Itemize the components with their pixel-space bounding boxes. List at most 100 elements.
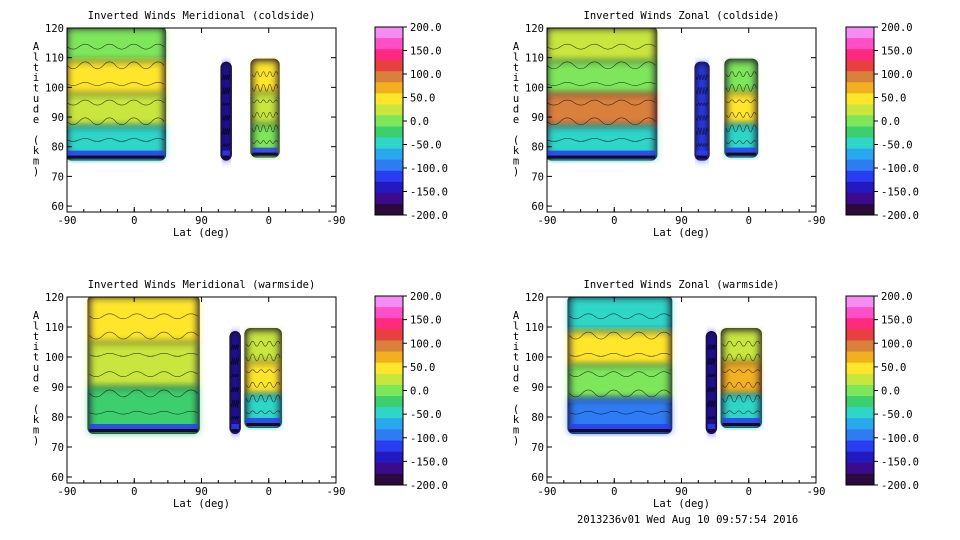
x-tick-label: 0 [131, 486, 137, 498]
contour-line [547, 61, 656, 70]
y-tick-label: 80 [531, 142, 544, 154]
y-tick-label: 100 [525, 82, 544, 94]
data-layer [87, 297, 282, 434]
y-tick-label: 90 [51, 112, 64, 124]
x-axis-label: Lat (deg) [173, 227, 230, 239]
colorbar-tick-label: -100.0 [410, 433, 448, 445]
contour-line [67, 82, 165, 86]
colorbar-tick-label: 100.0 [881, 338, 913, 350]
y-tick-label: 70 [51, 171, 64, 183]
colorbar-swatch [846, 351, 874, 364]
chart-title: Inverted Winds Meridional (coldside) [88, 10, 316, 22]
contour-line [722, 353, 761, 362]
y-axis-label-char: ( [513, 135, 519, 147]
y-axis-label-char: ) [33, 435, 39, 447]
colorbar-swatch [846, 373, 874, 386]
y-tick-label: 60 [531, 472, 544, 484]
colorbar-swatch [375, 137, 403, 150]
contour-line [89, 353, 198, 357]
colorbar-tick-label: -50.0 [881, 409, 913, 421]
chart-panel-1: Inverted Winds Meridional (coldside) 60 70… [33, 10, 448, 239]
colorbar-tick-label: 0.0 [410, 386, 429, 398]
x-tick-label: 0 [746, 486, 752, 498]
contour-line [67, 61, 165, 70]
y-axis-label-char: A [513, 41, 520, 53]
colorbar-swatch [846, 384, 874, 397]
region-bottom-edge [547, 155, 656, 159]
colorbar-tick-label: -50.0 [881, 140, 913, 152]
x-tick-label: 90 [675, 215, 688, 227]
colorbar-tick-label: -150.0 [881, 456, 919, 468]
data-layer [67, 28, 280, 161]
colorbar-tick-label: 200.0 [410, 22, 442, 34]
y-axis-label-char: u [513, 93, 519, 105]
colorbar-swatch [846, 181, 874, 194]
region-band [707, 333, 716, 433]
chart-panel-4: Inverted Winds Zonal (warmside) 60 70 80 90 1… [513, 279, 919, 510]
region-bottom-edge [67, 155, 165, 159]
contour-line [89, 313, 198, 320]
y-axis-label-char: t [33, 331, 39, 343]
colorbar-tick-label: 50.0 [881, 362, 906, 374]
colorbar-swatch [375, 440, 403, 453]
contour-line [89, 331, 198, 340]
colorbar-tick-label: -50.0 [410, 409, 442, 421]
x-tick-label: 0 [746, 215, 752, 227]
contour-line [707, 386, 716, 393]
colorbar-swatch [846, 60, 874, 72]
region-bottom-edge [222, 155, 230, 159]
colorbar-swatch [375, 318, 403, 330]
colorbar-swatch [846, 418, 874, 430]
y-axis-label-char: k [513, 414, 520, 426]
contour-line [726, 140, 757, 144]
chart-panel-2: Inverted Winds Zonal (coldside) 60 70 80 90 1… [513, 10, 919, 239]
colorbar-tick-label: -150.0 [410, 187, 448, 199]
colorbar-swatch [375, 148, 403, 161]
colorbar-swatch [846, 429, 874, 442]
y-axis-label-char: u [33, 362, 39, 374]
colorbar-swatch [846, 203, 874, 216]
colorbar-tick-label: -150.0 [410, 456, 448, 468]
contour-line [722, 382, 761, 388]
x-tick-label: 0 [266, 215, 272, 227]
contour-line [726, 112, 757, 118]
colorbar-tick-label: 0.0 [881, 386, 900, 398]
colorbar-swatch [846, 82, 874, 94]
y-tick-label: 90 [51, 382, 64, 394]
colorbar-tick-label: 100.0 [881, 69, 913, 81]
colorbar-swatch [375, 104, 403, 116]
y-axis-label-char: i [33, 72, 39, 84]
colorbar-swatch [846, 192, 874, 205]
colorbar-swatch [375, 384, 403, 397]
wind-region-1 [567, 297, 673, 434]
colorbar-swatch [846, 451, 874, 464]
region-band [569, 364, 671, 400]
y-axis-label-char: i [33, 341, 39, 353]
colorbar-swatch [846, 340, 874, 353]
y-axis-label-char: t [33, 62, 39, 74]
x-tick-label: 0 [611, 215, 617, 227]
data-layer [567, 297, 762, 434]
colorbar-tick-label: 200.0 [881, 291, 913, 303]
colorbar-swatch [846, 296, 874, 308]
x-tick-label: -90 [327, 215, 346, 227]
y-tick-label: 120 [525, 23, 544, 35]
region-bottom-band [696, 150, 708, 159]
region-band [726, 92, 757, 125]
contour-line [696, 143, 708, 147]
contour-line [547, 99, 656, 106]
contour-line [246, 410, 281, 415]
contour-line [696, 74, 708, 80]
contour-line [696, 115, 708, 121]
colorbar-swatch [375, 451, 403, 464]
y-axis-label-char: l [513, 320, 519, 332]
y-tick-label: 60 [51, 201, 64, 213]
colorbar-swatch [846, 329, 874, 341]
colorbar-tick-label: -150.0 [881, 187, 919, 199]
contour-line [231, 386, 240, 393]
contour-line [89, 371, 198, 377]
wind-region-2 [244, 328, 282, 428]
colorbar-swatch [375, 181, 403, 194]
colorbar-swatch [375, 407, 403, 419]
y-axis-label-char: i [513, 341, 519, 353]
